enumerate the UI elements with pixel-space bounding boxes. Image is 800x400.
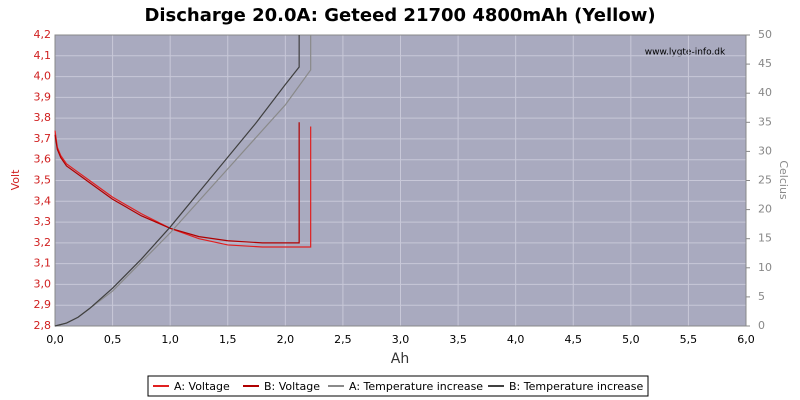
y-tick-label: 4,2 (34, 28, 52, 41)
y-tick-label: 3,5 (34, 174, 52, 187)
y2-tick-label: 20 (758, 203, 772, 216)
x-tick-label: 5,0 (622, 333, 640, 346)
y2-tick-label: 30 (758, 144, 772, 157)
y-tick-label: 3,2 (34, 236, 52, 249)
series-line (54, 35, 300, 327)
legend-label: A: Voltage (174, 380, 230, 393)
x-tick-label: 1,5 (219, 333, 237, 346)
legend-label: B: Voltage (264, 380, 320, 393)
y-tick-label: 3,3 (34, 215, 52, 228)
y-tick-label: 4,0 (34, 70, 52, 83)
y2-tick-label: 40 (758, 86, 772, 99)
chart-title: Discharge 20.0A: Geteed 21700 4800mAh (Y… (144, 5, 655, 26)
x-tick-label: 0,5 (104, 333, 122, 346)
series-line (54, 126, 312, 248)
x-tick-label: 3,0 (392, 333, 410, 346)
legend-label: B: Temperature increase (509, 380, 644, 393)
x-tick-label: 0,0 (46, 333, 64, 346)
y-axis-label: Volt (9, 169, 22, 190)
y-tick-label: 3,7 (34, 132, 52, 145)
y-tick-label: 3,9 (34, 90, 52, 103)
y2-tick-label: 35 (758, 115, 772, 128)
series-line (54, 122, 300, 244)
y2-axis-label: Celcius (777, 160, 790, 200)
y-tick-label: 4,1 (34, 49, 52, 62)
y-tick-label: 3,0 (34, 277, 52, 290)
x-tick-label: 1,0 (161, 333, 179, 346)
legend-label: A: Temperature increase (349, 380, 483, 393)
x-axis-label: Ah (391, 351, 409, 367)
y2-tick-label: 50 (758, 28, 772, 41)
y2-tick-label: 10 (758, 261, 772, 274)
legend-box (147, 375, 649, 397)
y2-tick-label: 15 (758, 232, 772, 245)
x-tick-label: 2,0 (277, 333, 295, 346)
x-tick-label: 3,5 (449, 333, 467, 346)
y-tick-label: 3,4 (34, 194, 52, 207)
watermark: www.lygte-info.dk (645, 48, 726, 58)
x-tick-label: 2,5 (334, 333, 352, 346)
y2-tick-label: 25 (758, 174, 772, 187)
y-tick-label: 3,6 (34, 153, 52, 166)
plot-border (54, 34, 747, 327)
y-tick-label: 2,8 (34, 319, 52, 332)
y2-tick-label: 0 (758, 319, 765, 332)
x-tick-label: 4,0 (507, 333, 525, 346)
y-tick-label: 3,1 (34, 257, 52, 270)
x-tick-label: 5,5 (680, 333, 698, 346)
y-tick-label: 2,9 (34, 298, 52, 311)
x-tick-label: 4,5 (565, 333, 583, 346)
y2-tick-label: 45 (758, 57, 772, 70)
y-tick-label: 3,8 (34, 111, 52, 124)
x-tick-label: 6,0 (737, 333, 755, 346)
y2-tick-label: 5 (758, 290, 765, 303)
